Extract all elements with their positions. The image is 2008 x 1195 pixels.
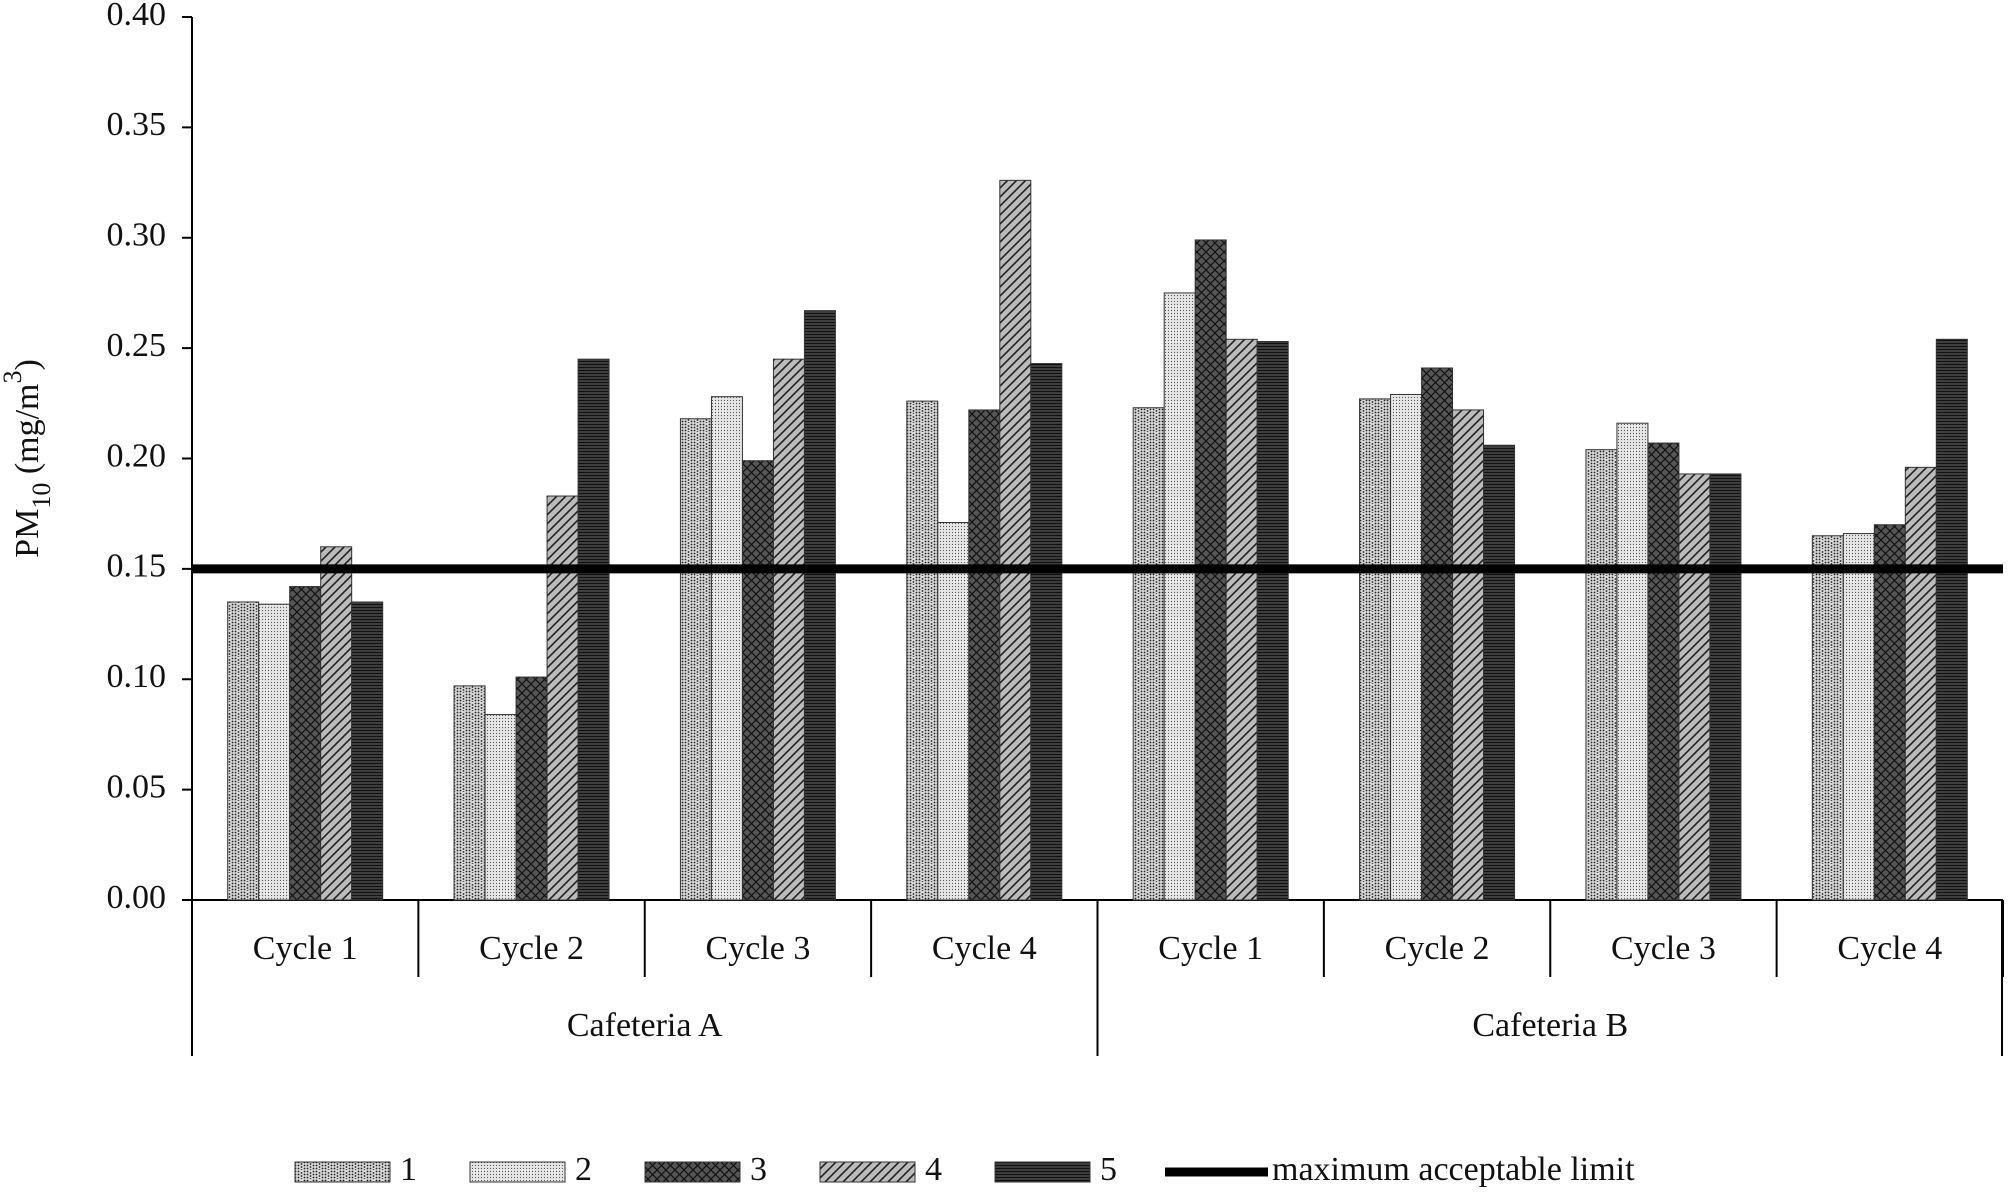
y-tick-label: 0.25 — [107, 327, 167, 364]
legend-swatch — [644, 1161, 741, 1183]
y-tick-label: 0.00 — [107, 879, 167, 916]
bar — [741, 460, 774, 901]
bar — [1030, 363, 1063, 901]
y-tick-label: 0.40 — [107, 0, 167, 33]
bar — [1421, 367, 1454, 901]
legend-label: 4 — [925, 1151, 942, 1188]
legend-label: 1 — [400, 1151, 417, 1188]
x-tick-label: Cycle 4 — [932, 930, 1037, 967]
x-tick-label: Cycle 4 — [1837, 930, 1942, 967]
bar — [1811, 535, 1844, 901]
bar — [546, 495, 579, 901]
x-tick-label: Cycle 2 — [479, 930, 584, 967]
bar — [1359, 398, 1392, 901]
bar — [937, 522, 970, 901]
y-axis-label-part: ) — [9, 359, 46, 370]
bar — [1616, 422, 1649, 901]
legend-label: 3 — [750, 1151, 767, 1188]
y-tick-label: 0.35 — [107, 106, 167, 143]
bar — [227, 601, 260, 901]
group-label: Cafeteria B — [1472, 1007, 1628, 1044]
bar — [710, 396, 743, 901]
x-tick-label: Cycle 2 — [1385, 930, 1490, 967]
bar — [1678, 473, 1711, 901]
bar — [1390, 393, 1423, 901]
bar — [1452, 409, 1485, 901]
x-tick-label: Cycle 3 — [706, 930, 811, 967]
legend-label: maximum acceptable limit — [1272, 1151, 1635, 1188]
legend-swatch — [994, 1161, 1091, 1183]
bar — [772, 358, 805, 901]
bar — [289, 586, 322, 901]
bar — [999, 179, 1032, 901]
bar — [1585, 449, 1618, 901]
bar — [1225, 338, 1258, 901]
bar — [906, 400, 939, 901]
y-axis-label-part: PM — [9, 509, 46, 558]
bar — [679, 418, 712, 901]
x-tick-label: Cycle 3 — [1611, 930, 1716, 967]
bar — [351, 601, 384, 901]
bar — [1132, 407, 1165, 901]
bar — [577, 358, 610, 901]
x-tick-label: Cycle 1 — [1158, 930, 1263, 967]
legend-label: 5 — [1100, 1151, 1117, 1188]
legend-swatch — [469, 1161, 566, 1183]
y-tick-label: 0.30 — [107, 217, 167, 254]
bar — [803, 310, 836, 901]
y-tick-label: 0.05 — [107, 768, 167, 805]
bar — [1647, 442, 1680, 901]
bar — [515, 676, 548, 901]
bar — [453, 685, 486, 901]
legend-swatch — [294, 1161, 391, 1183]
bar — [1709, 473, 1742, 901]
group-label: Cafeteria A — [567, 1007, 723, 1044]
bar — [1873, 524, 1906, 901]
bar — [320, 546, 353, 901]
y-axis-label: PM10 (mg/m3) — [0, 359, 56, 558]
y-tick-label: 0.10 — [107, 658, 167, 695]
y-axis-label-part: 10 — [27, 483, 56, 509]
legend-swatch — [819, 1161, 916, 1183]
bar — [1842, 533, 1875, 901]
bar — [968, 409, 1001, 901]
y-tick-label: 0.15 — [107, 548, 167, 585]
legend-label: 2 — [575, 1151, 592, 1188]
bar — [1256, 341, 1289, 901]
x-tick-label: Cycle 1 — [253, 930, 358, 967]
bar — [1163, 292, 1196, 901]
y-axis-label-part: (mg/m — [9, 384, 46, 483]
bar — [1904, 466, 1937, 901]
bar — [1483, 444, 1516, 901]
bar — [1935, 338, 1968, 901]
bar — [258, 603, 291, 901]
y-tick-label: 0.20 — [107, 437, 167, 474]
y-axis-label-part: 3 — [0, 371, 27, 384]
bar — [484, 714, 517, 901]
